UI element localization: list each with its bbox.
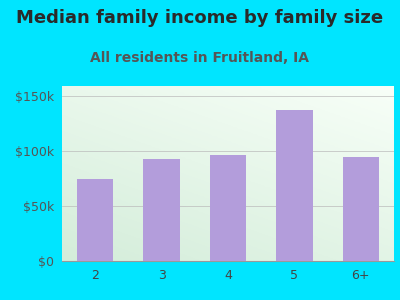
Bar	[276, 110, 313, 261]
Text: Median family income by family size: Median family income by family size	[16, 9, 384, 27]
Bar	[210, 154, 246, 261]
Bar	[342, 157, 379, 261]
Text: All residents in Fruitland, IA: All residents in Fruitland, IA	[90, 51, 310, 65]
Bar	[143, 159, 180, 261]
Bar	[77, 179, 114, 261]
